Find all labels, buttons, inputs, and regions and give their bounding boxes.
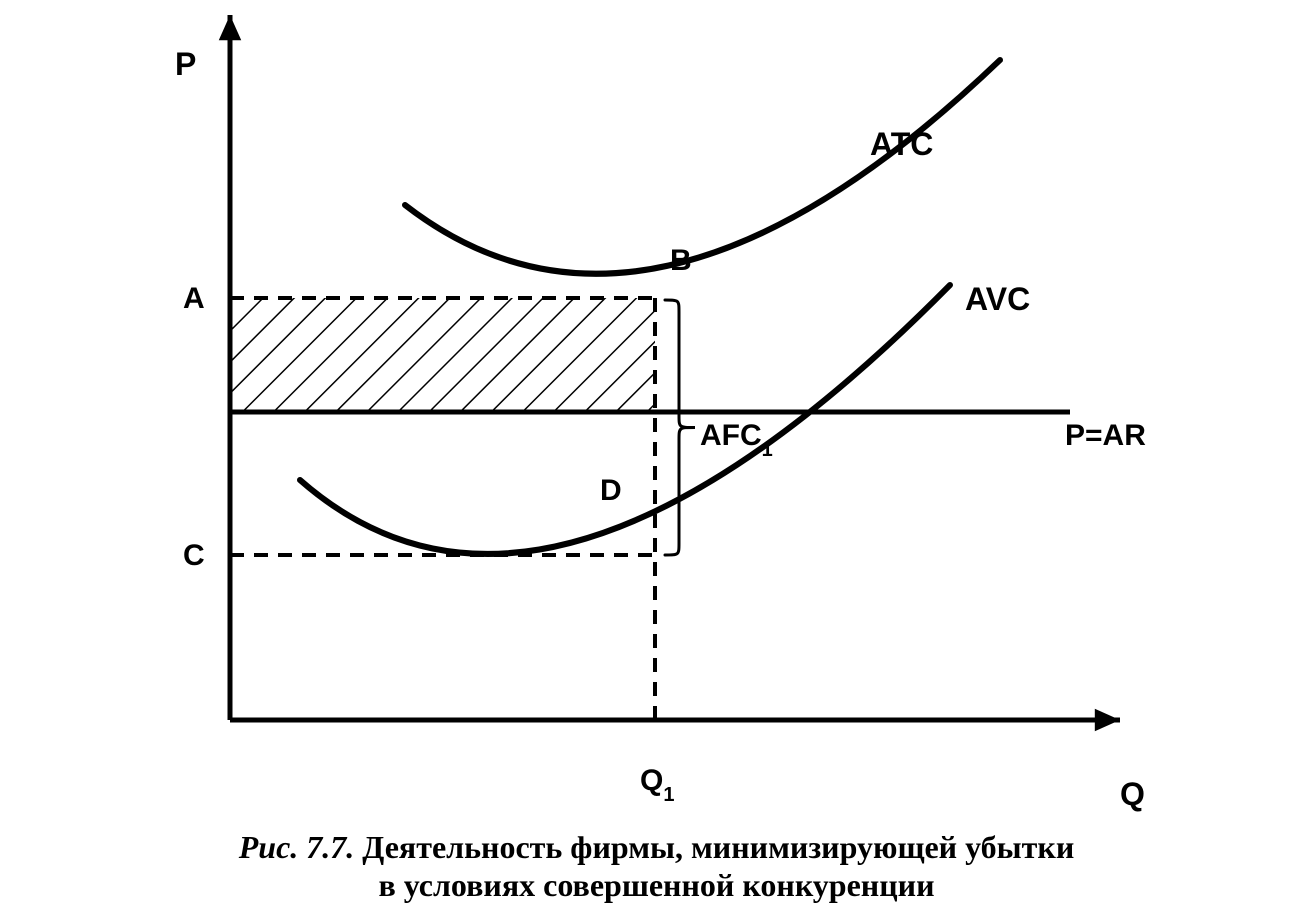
figure-number: Рис. 7.7. [239,829,355,865]
caption-line1: Деятельность фирмы, минимизирующей убытк… [362,829,1074,865]
loss-area [230,298,655,412]
x-axis-arrow [1095,709,1120,732]
afc-brace [665,300,695,555]
caption-line2: в условиях совершенной конкуренции [0,866,1313,904]
label-q1: Q1 [640,764,674,806]
label-par: P=AR [1065,419,1146,452]
economics-diagram: A B C D ATC AVC AFC1 P=AR Q1 P Q Рис. 7.7. Деятель… [0,0,1313,912]
diagram-svg: A B C D ATC AVC AFC1 P=AR Q1 P Q [0,0,1313,912]
figure-caption: Рис. 7.7. Деятельность фирмы, минимизиру… [0,828,1313,904]
label-a: A [183,282,205,315]
label-atc: ATC [870,126,933,162]
atc-curve [405,60,1000,274]
y-axis-arrow [219,15,242,40]
label-d: D [600,474,622,507]
y-axis-label: P [175,46,196,82]
label-c: C [183,539,205,572]
label-b: B [670,244,692,277]
x-axis-label: Q [1120,776,1145,812]
label-afc: AFC1 [700,419,773,461]
label-avc: AVC [965,281,1030,317]
